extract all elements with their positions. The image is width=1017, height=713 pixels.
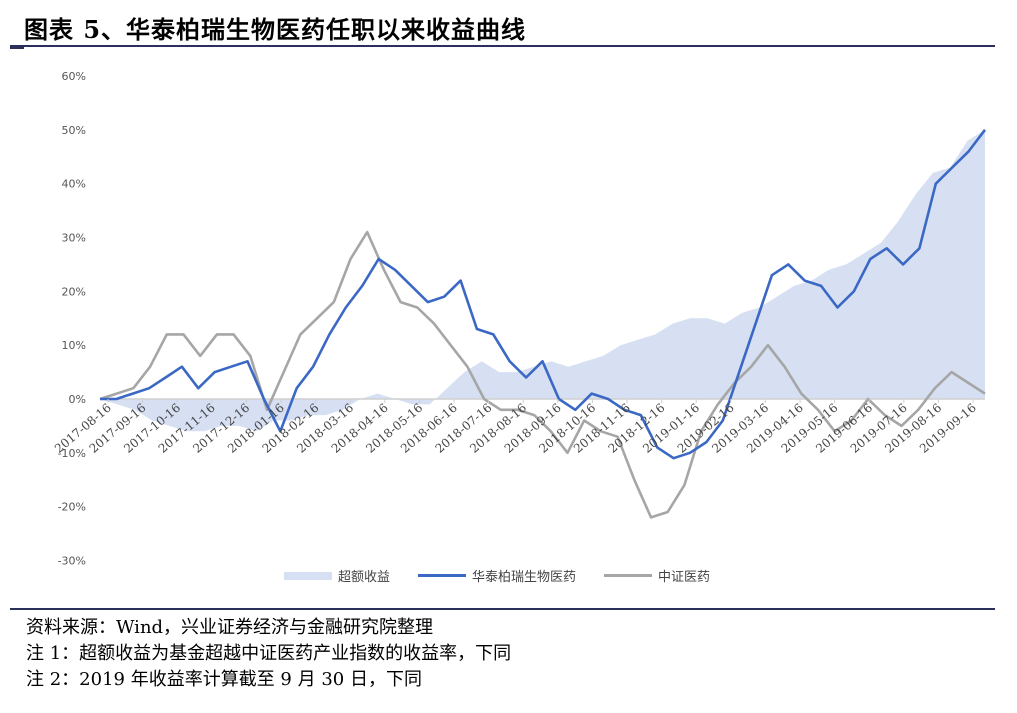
y-tick-label: 40%	[62, 178, 86, 191]
legend-label: 华泰柏瑞生物医药	[472, 570, 577, 585]
note-1: 注 1：超额收益为基金超越中证医药产业指数的收益率，下同	[26, 643, 512, 664]
y-tick-label: 60%	[62, 70, 86, 83]
legend-item-index: 中证医药	[604, 566, 710, 585]
y-tick-label: -30%	[58, 555, 86, 568]
chart-legend: 超额收益 华泰柏瑞生物医药 中证医药	[284, 566, 738, 585]
legend-item-excess-return: 超额收益	[284, 566, 390, 585]
legend-label: 中证医药	[658, 570, 711, 585]
note-2: 注 2：2019 年收益率计算截至 9 月 30 日，下同	[26, 669, 422, 690]
figure-title: 图表 5、华泰柏瑞生物医药任职以来收益曲线	[24, 15, 527, 44]
footer-rule	[10, 608, 995, 610]
y-tick-label: 0%	[69, 393, 86, 406]
returns-chart: 60%50%40%30%20%10%0%-10%-20%-30% 2017-08…	[52, 70, 987, 568]
legend-item-fund: 华泰柏瑞生物医药	[418, 566, 576, 585]
title-underline	[10, 45, 995, 47]
y-axis: 60% 50% 40% 30% 20% 10% 0% -10% -20% -30%	[58, 70, 86, 568]
y-tick-label: 20%	[62, 285, 86, 298]
y-tick-label: 10%	[62, 339, 86, 352]
csi-pharma-index-line	[99, 230, 986, 519]
fund-return-line	[100, 129, 987, 460]
blue-line-swatch-icon	[418, 574, 467, 577]
chart-notes: 资料来源：Wind，兴业证券经济与金融研究院整理 注 1：超额收益为基金超越中证…	[26, 615, 511, 693]
gray-line-swatch-icon	[604, 574, 653, 577]
legend-label: 超额收益	[338, 570, 391, 585]
excess-return-area	[100, 129, 985, 432]
title-underline-accent	[10, 47, 24, 49]
y-tick-label: -10%	[58, 447, 86, 460]
y-tick-label: -20%	[58, 501, 86, 514]
y-tick-label: 50%	[62, 124, 86, 137]
area-swatch-icon	[284, 571, 332, 580]
source-note: 资料来源：Wind，兴业证券经济与金融研究院整理	[26, 617, 434, 638]
y-tick-label: 30%	[62, 232, 86, 245]
